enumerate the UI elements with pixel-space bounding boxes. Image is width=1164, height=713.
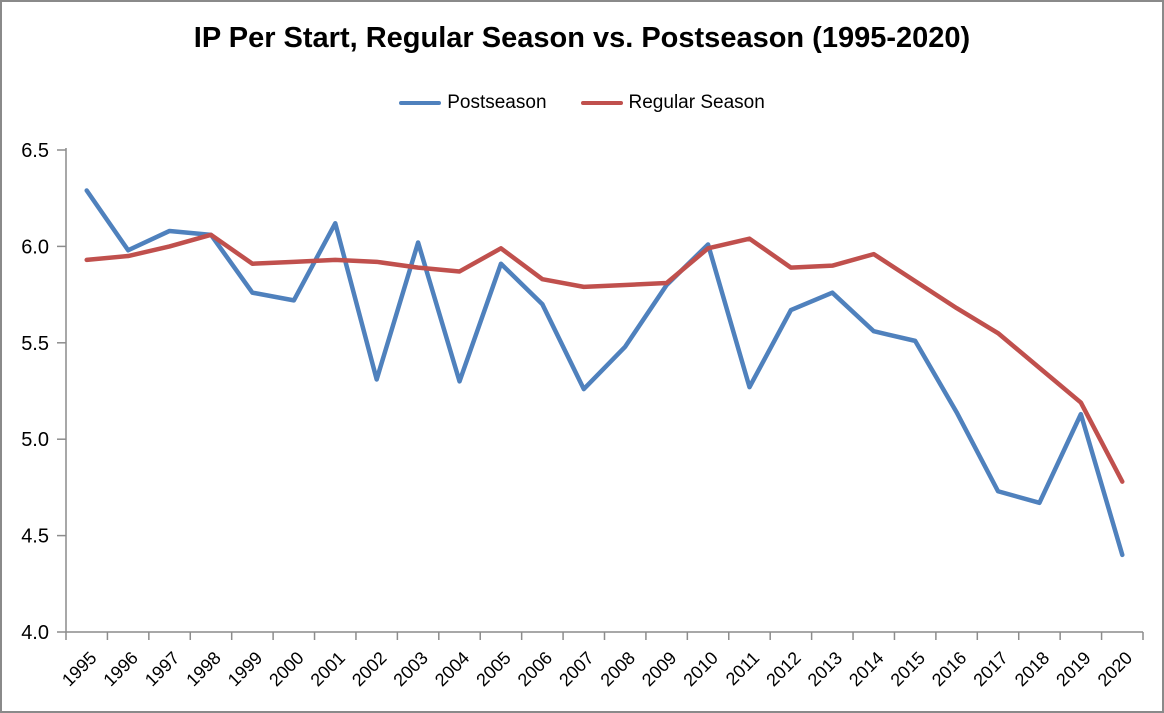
- x-tick-label: 2017: [969, 648, 1011, 690]
- y-tick-label: 6.5: [21, 140, 49, 162]
- x-tick-label: 1995: [58, 648, 100, 690]
- x-tick-label: 2008: [597, 648, 639, 690]
- legend-label: Postseason: [447, 92, 547, 113]
- x-tick-label: 2018: [1011, 648, 1053, 690]
- chart-title: IP Per Start, Regular Season vs. Postsea…: [193, 22, 971, 54]
- postseason-line: [84, 188, 1125, 558]
- x-tick-label: 2011: [722, 648, 764, 690]
- regular-season-line: [84, 232, 1125, 484]
- x-tick-label: 1996: [100, 648, 142, 690]
- chart-legend: Postseason Regular Season: [2, 92, 1162, 114]
- y-tick-label: 5.0: [21, 429, 49, 451]
- y-tick-label: 4.0: [21, 622, 49, 644]
- x-tick-label: 2009: [638, 648, 680, 690]
- x-tick-label: 1998: [182, 648, 224, 690]
- x-tick-label: 2019: [1052, 648, 1094, 690]
- legend-line-swatch: [580, 101, 623, 105]
- x-tick-label: 2020: [1094, 648, 1136, 690]
- x-tick-label: 2007: [555, 648, 597, 690]
- x-tick-label: 2016: [928, 648, 970, 690]
- x-tick-label: 2010: [679, 648, 721, 690]
- x-tick-label: 2014: [845, 648, 887, 690]
- x-tick-label: 2000: [265, 648, 307, 690]
- x-tick-label: 2001: [307, 648, 349, 690]
- legend-item-postseason: Postseason: [399, 92, 547, 114]
- x-tick-label: 2015: [887, 648, 929, 690]
- x-tick-label: 2012: [762, 648, 804, 690]
- x-tick-label: 2005: [472, 648, 514, 690]
- x-tick-label: 2003: [389, 648, 431, 690]
- x-tick-label: 2002: [348, 648, 390, 690]
- x-tick-label: 2004: [431, 648, 473, 690]
- legend-line-swatch: [399, 101, 442, 105]
- legend-item-regular-season: Regular Season: [580, 92, 765, 114]
- y-tick-label: 4.5: [21, 526, 49, 548]
- y-tick-label: 6.0: [21, 236, 49, 258]
- x-tick-label: 2006: [514, 648, 556, 690]
- x-tick-label: 2013: [804, 648, 846, 690]
- x-tick-label: 1999: [224, 648, 266, 690]
- y-tick-label: 5.5: [21, 333, 49, 355]
- x-tick-label: 1997: [141, 648, 183, 690]
- legend-label: Regular Season: [628, 92, 765, 113]
